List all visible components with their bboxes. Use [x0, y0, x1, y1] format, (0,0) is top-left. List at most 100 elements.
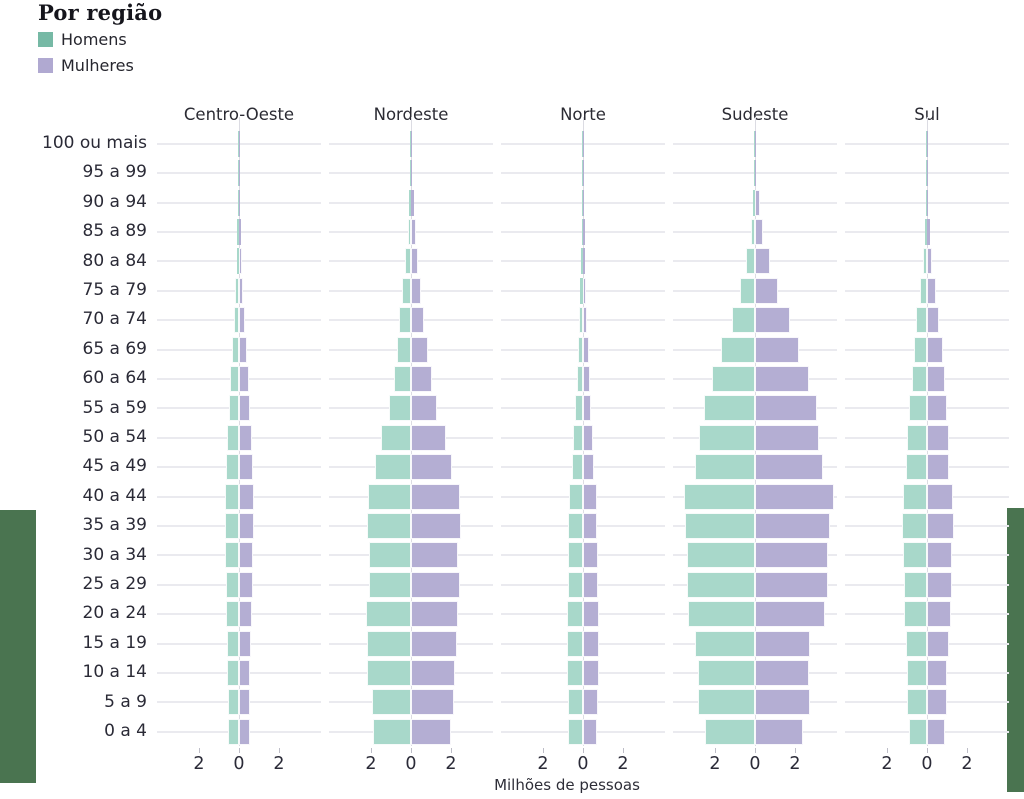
bar-mulheres	[755, 218, 763, 245]
bar-mulheres	[583, 601, 599, 628]
bar-mulheres	[755, 130, 756, 157]
bar-homens	[907, 689, 927, 716]
bar-mulheres	[239, 483, 254, 510]
bar-homens	[721, 336, 755, 363]
legend-label-mulheres: Mulheres	[61, 55, 134, 75]
age-axis-header-spacer	[0, 100, 157, 129]
bar-homens	[369, 571, 411, 598]
bar-mulheres	[411, 424, 446, 451]
facet-nordeste: Nordeste 2 0 2	[329, 100, 493, 794]
x-tick-label: 0	[921, 754, 933, 774]
bar-homens	[688, 601, 755, 628]
bar-homens	[389, 395, 411, 422]
facet-centro-oeste: Centro-Oeste 2 0 2	[157, 100, 321, 794]
bar-homens	[567, 630, 583, 657]
bar-mulheres	[411, 601, 458, 628]
bar-mulheres	[583, 630, 599, 657]
facet-norte: Norte 2 0 2	[501, 100, 665, 794]
x-tick-mark	[887, 748, 888, 753]
bar-mulheres	[411, 277, 421, 304]
x-tick-mark	[411, 748, 412, 753]
x-tick-mark	[715, 748, 716, 753]
bar-homens	[227, 689, 239, 716]
bar-mulheres	[927, 571, 952, 598]
x-tick-mark	[623, 748, 624, 753]
bar-mulheres	[583, 277, 587, 304]
bar-mulheres	[583, 395, 592, 422]
bar-mulheres	[927, 424, 949, 451]
bar-mulheres	[411, 542, 458, 569]
bar-mulheres	[927, 277, 936, 304]
bar-homens	[367, 630, 411, 657]
bar-homens	[926, 160, 927, 187]
x-tick-label: 0	[749, 754, 761, 774]
bar-mulheres	[411, 659, 455, 686]
bar-mulheres	[755, 277, 778, 304]
bar-homens	[225, 601, 239, 628]
bar-homens	[699, 424, 755, 451]
bar-mulheres	[239, 689, 250, 716]
bar-homens	[238, 189, 239, 216]
x-tick-mark	[239, 748, 240, 753]
bar-homens	[902, 512, 927, 539]
bar-mulheres	[755, 424, 819, 451]
x-tick-label: 2	[445, 754, 457, 774]
bar-mulheres	[927, 659, 948, 686]
bar-homens	[754, 160, 755, 187]
bar-mulheres	[239, 218, 242, 245]
bar-mulheres	[755, 483, 834, 510]
bar-mulheres	[927, 601, 951, 628]
age-label: 0 a 4	[104, 721, 147, 741]
bar-homens	[567, 659, 583, 686]
x-tick-label: 2	[193, 754, 205, 774]
bar-homens	[916, 307, 927, 334]
bar-homens	[740, 277, 755, 304]
bar-homens	[731, 307, 755, 334]
bar-homens	[402, 277, 411, 304]
bar-mulheres	[239, 659, 251, 686]
bar-homens	[698, 689, 755, 716]
bar-homens	[568, 571, 583, 598]
bar-homens	[381, 424, 411, 451]
bar-mulheres	[927, 483, 954, 510]
bar-mulheres	[755, 689, 810, 716]
bar-homens	[907, 659, 927, 686]
bar-mulheres	[411, 336, 428, 363]
bar-homens	[224, 512, 239, 539]
bar-homens	[906, 454, 927, 481]
bar-mulheres	[755, 659, 809, 686]
age-label: 15 a 19	[82, 632, 148, 653]
bar-homens	[238, 160, 239, 187]
bar-mulheres	[755, 542, 828, 569]
legend-item-homens: Homens	[38, 28, 134, 50]
x-tick-mark	[967, 748, 968, 753]
x-tick-mark	[583, 748, 584, 753]
bar-homens	[687, 542, 755, 569]
bar-homens	[902, 483, 927, 510]
bar-homens	[238, 130, 239, 157]
bar-mulheres	[583, 336, 589, 363]
bar-mulheres	[927, 395, 947, 422]
bar-mulheres	[411, 483, 460, 510]
bar-homens	[230, 365, 239, 392]
bar-mulheres	[927, 130, 928, 157]
bar-homens	[367, 512, 411, 539]
bar-mulheres	[927, 365, 945, 392]
x-tick-label: 2	[709, 754, 721, 774]
bar-homens	[753, 189, 755, 216]
bar-mulheres	[583, 424, 593, 451]
bar-mulheres	[755, 248, 770, 275]
age-label: 35 a 39	[82, 515, 148, 536]
bar-mulheres	[927, 336, 943, 363]
bar-mulheres	[927, 218, 930, 245]
age-label: 50 a 54	[82, 427, 148, 447]
bar-mulheres	[239, 130, 240, 157]
bar-homens	[399, 307, 411, 334]
facet-sul: Sul 2 0 2	[845, 100, 1009, 794]
x-tick-mark	[543, 748, 544, 753]
bar-homens	[568, 718, 583, 745]
bar-mulheres	[583, 571, 599, 598]
bar-mulheres	[927, 630, 949, 657]
x-tick-label: 2	[789, 754, 801, 774]
bar-homens	[369, 542, 411, 569]
